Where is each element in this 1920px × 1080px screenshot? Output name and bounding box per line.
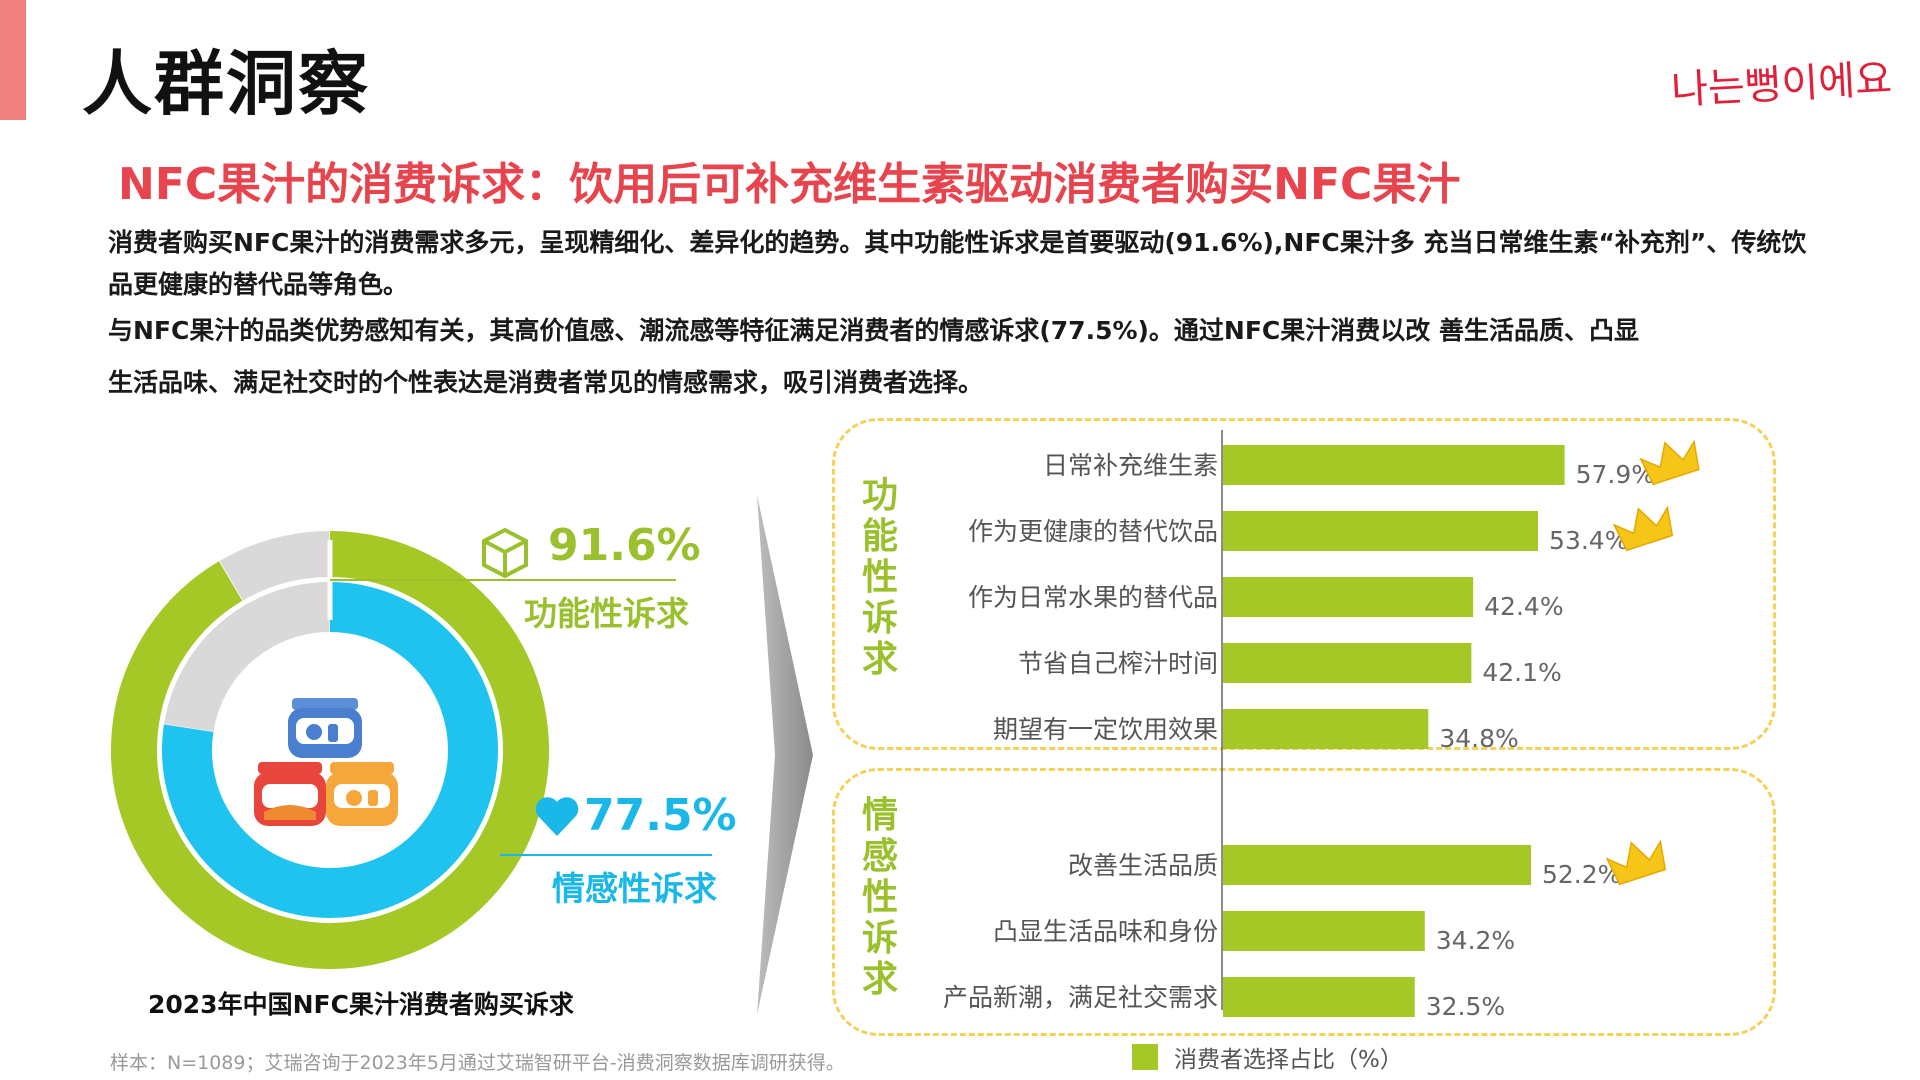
paragraph-2-line-2: 生活品味、满足社交时的个性表达是消费者常见的情感需求，吸引消费者选择。 bbox=[108, 368, 984, 397]
data-label: 42.4% bbox=[1484, 592, 1563, 621]
juice-jars-icon bbox=[254, 698, 398, 826]
donut-slice-inner-1 bbox=[164, 582, 331, 733]
bar bbox=[1223, 911, 1425, 951]
donut-chart-title: 2023年中国NFC果汁消费者购买诉求 bbox=[148, 990, 574, 1019]
nested-donut-chart bbox=[111, 531, 549, 969]
category-label: 日常补充维生素 bbox=[1043, 451, 1218, 480]
cube-icon bbox=[482, 527, 528, 579]
category-label: 作为更健康的替代饮品 bbox=[968, 517, 1218, 546]
paragraph-2-line-1: 与NFC果汁的品类优势感知有关，其高价值感、潮流感等特征满足消费者的情感诉求(7… bbox=[108, 316, 1639, 345]
emotional-callout-percent: 77.5% bbox=[584, 790, 737, 841]
data-label: 34.2% bbox=[1436, 926, 1515, 955]
heart-icon bbox=[535, 797, 579, 836]
data-label: 57.9% bbox=[1576, 460, 1655, 489]
bar bbox=[1223, 643, 1472, 683]
legend-label: 消费者选择占比（%） bbox=[1174, 1047, 1403, 1073]
category-label: 作为日常水果的替代品 bbox=[968, 583, 1218, 612]
category-label: 凸显生活品味和身份 bbox=[993, 917, 1218, 946]
bar bbox=[1223, 977, 1415, 1017]
donut-slice-outer-1 bbox=[219, 531, 330, 601]
emotional-group-box bbox=[832, 768, 1776, 1036]
bar bbox=[1223, 577, 1474, 617]
chevron-right-icon bbox=[757, 495, 813, 1015]
category-label: 节省自己榨汁时间 bbox=[1018, 649, 1218, 678]
legend-swatch bbox=[1132, 1044, 1158, 1070]
emotional-callout-label: 情感性诉求 bbox=[552, 869, 717, 908]
emotional-group-label: 情感性诉求 bbox=[861, 795, 898, 1000]
horizontal-bar-chart: 日常补充维生素 57.9% 作为更健康的替代饮品 53.4% 作为日常水果的替代品 42.… bbox=[943, 430, 1700, 1021]
bar bbox=[1223, 845, 1531, 885]
slide-subtitle: NFC果汁的消费诉求：饮用后可补充维生素驱动消费者购买NFC果汁 bbox=[118, 159, 1461, 210]
accent-bar bbox=[0, 0, 26, 120]
data-label: 52.2% bbox=[1542, 860, 1621, 889]
data-label: 34.8% bbox=[1439, 724, 1518, 753]
callout-lines bbox=[330, 579, 712, 856]
crown-icon bbox=[1612, 505, 1674, 552]
bar bbox=[1223, 511, 1539, 551]
chart-legend: 消费者选择占比（%） bbox=[1132, 1040, 1403, 1074]
page-title: 人群洞察 bbox=[82, 43, 370, 125]
functional-callout-percent: 91.6% bbox=[548, 520, 701, 571]
description-paragraph-2: 与NFC果汁的品类优势感知有关，其高价值感、潮流感等特征满足消费者的情感诉求(7… bbox=[108, 310, 1808, 404]
description-paragraph-1: 消费者购买NFC果汁的消费需求多元，呈现精细化、差异化的趋势。其中功能性诉求是首… bbox=[108, 228, 1807, 299]
crown-icon bbox=[1605, 839, 1667, 886]
functional-group-label: 功能性诉求 bbox=[861, 475, 898, 680]
functional-callout-label: 功能性诉求 bbox=[524, 594, 689, 633]
category-label: 改善生活品质 bbox=[1068, 851, 1218, 880]
donut-slice-inner-0 bbox=[162, 582, 498, 918]
handwritten-note: 나는뻥이에요 bbox=[1670, 56, 1894, 114]
data-label: 42.1% bbox=[1482, 658, 1561, 687]
donut-slice-outer-0 bbox=[111, 531, 549, 969]
footnote: 样本：N=1089；艾瑞咨询于2023年5月通过艾瑞智研平台-消费洞察数据库调研… bbox=[110, 1052, 845, 1074]
category-label: 期望有一定饮用效果 bbox=[993, 715, 1218, 744]
data-label: 32.5% bbox=[1426, 992, 1505, 1021]
bar bbox=[1223, 445, 1565, 485]
bar bbox=[1223, 709, 1429, 749]
crown-icon bbox=[1639, 439, 1700, 486]
data-label: 53.4% bbox=[1549, 526, 1628, 555]
category-label: 产品新潮，满足社交需求 bbox=[943, 983, 1218, 1012]
